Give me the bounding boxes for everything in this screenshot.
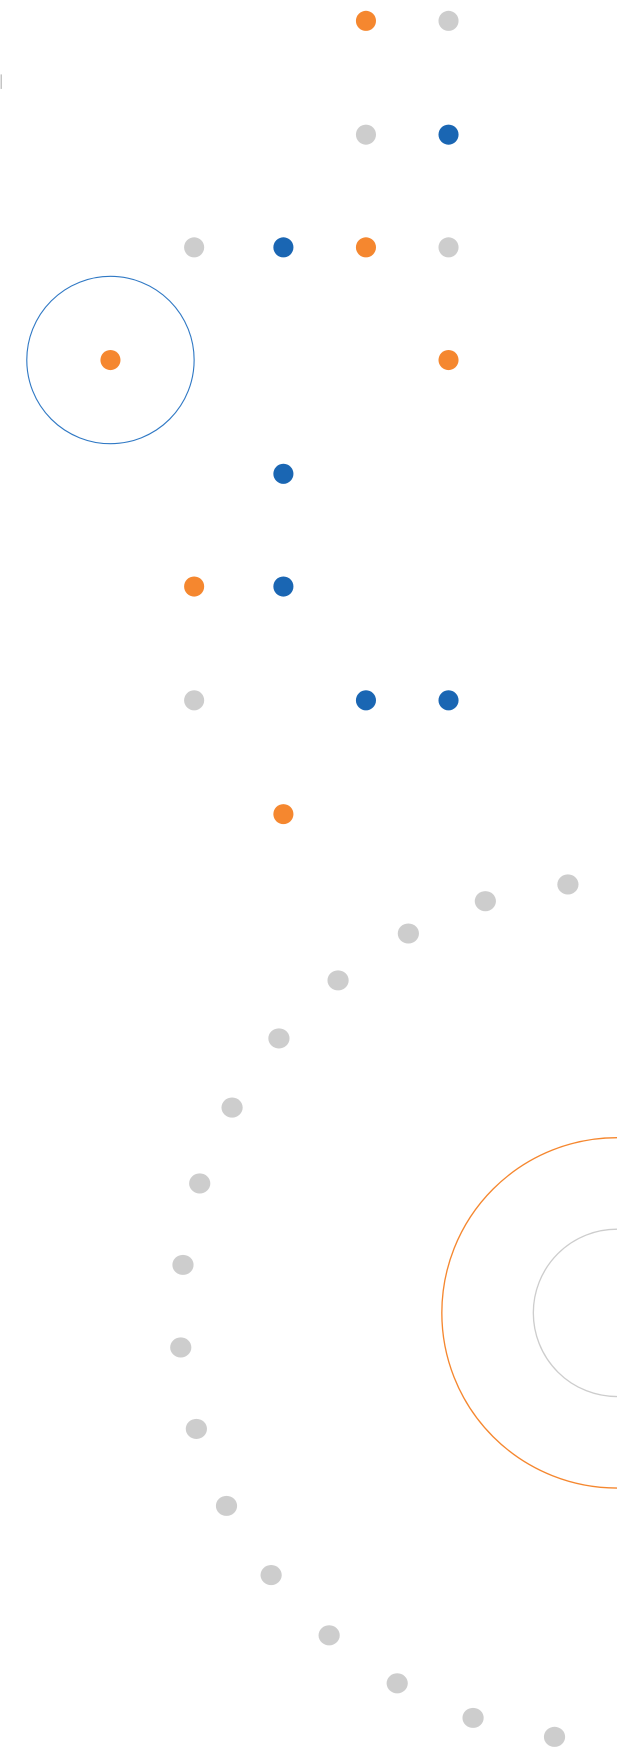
dot	[268, 1028, 290, 1049]
dot	[184, 576, 205, 597]
dot	[355, 690, 377, 711]
dot	[170, 1337, 192, 1358]
dot	[185, 1418, 207, 1439]
dot	[438, 237, 459, 258]
dot	[273, 237, 294, 258]
dot	[438, 124, 459, 145]
outline-circle	[26, 275, 195, 445]
dot	[184, 690, 205, 711]
dot	[386, 1673, 408, 1694]
outline-circle	[532, 1228, 617, 1398]
dot	[260, 1565, 282, 1586]
dot	[355, 124, 377, 145]
dot	[221, 1097, 243, 1118]
dot	[318, 1625, 340, 1646]
dot	[355, 237, 377, 258]
dot	[273, 804, 294, 825]
dot	[557, 874, 579, 895]
dot	[474, 891, 496, 912]
dot	[184, 237, 205, 258]
dot	[189, 1173, 211, 1194]
dot	[462, 1707, 484, 1728]
dot	[397, 923, 419, 944]
dot	[327, 970, 349, 991]
cursor-mark	[0, 74, 2, 89]
dot-grid	[100, 10, 459, 825]
dot	[438, 10, 459, 31]
dot	[172, 1254, 194, 1275]
outline-circle	[441, 1137, 617, 1489]
dot	[438, 349, 459, 371]
dot	[355, 10, 377, 31]
dot	[100, 349, 121, 371]
dot-arc	[170, 874, 579, 1747]
dot	[543, 1726, 566, 1747]
dot	[273, 463, 294, 484]
dot	[273, 576, 294, 597]
dot	[215, 1495, 238, 1516]
dot	[438, 690, 459, 711]
